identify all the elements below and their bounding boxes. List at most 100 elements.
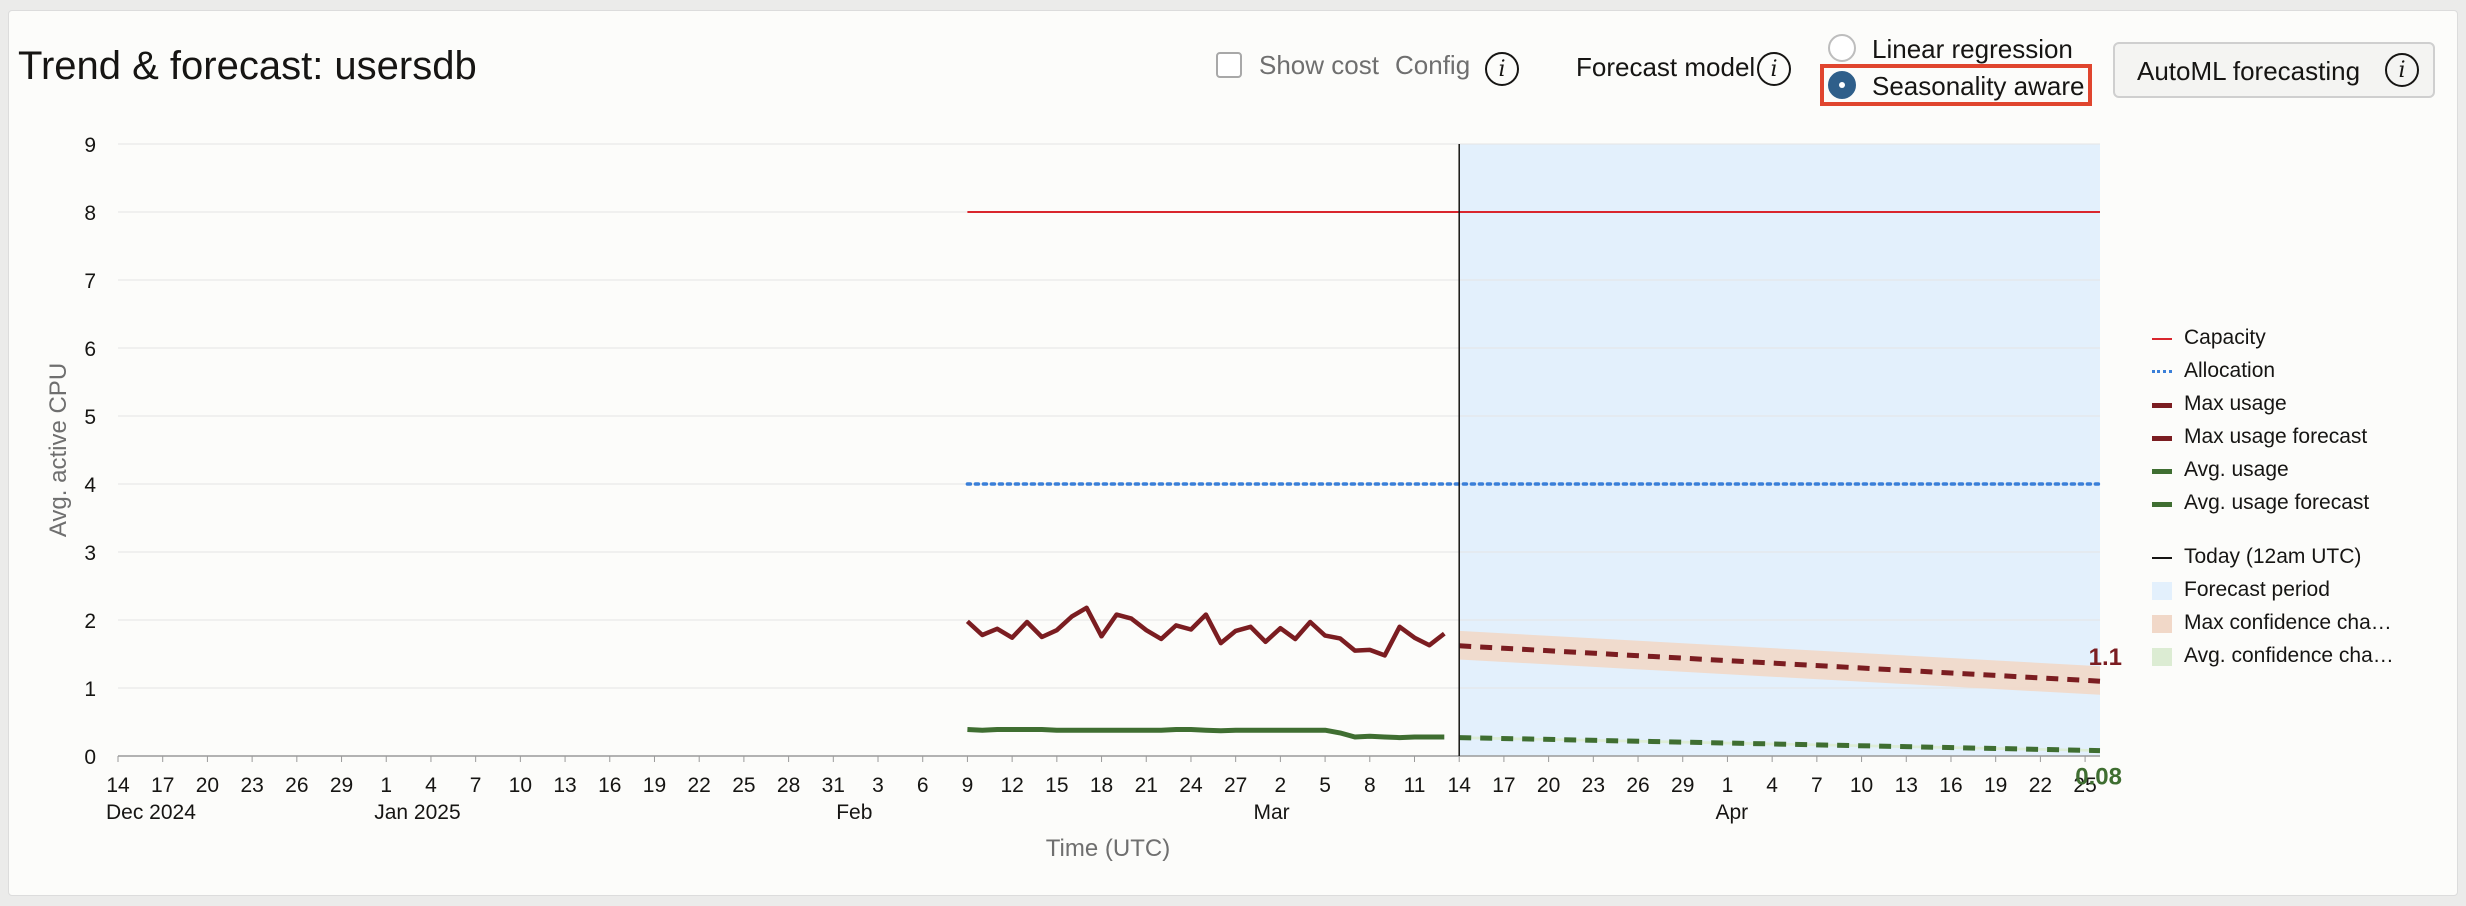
end-value-label-max-usage-forecast: 1.1: [2089, 644, 2122, 671]
legend-swatch-forecast-period: [2152, 582, 2172, 600]
x-tick-label: 7: [470, 774, 482, 797]
x-tick-label: 17: [1492, 774, 1515, 797]
automl-info-icon[interactable]: i: [2385, 53, 2419, 87]
x-tick-label: 28: [777, 774, 800, 797]
legend-label-capacity: Capacity: [2184, 326, 2266, 349]
x-tick-label: 4: [1766, 774, 1778, 797]
radio-seasonality-aware-label[interactable]: Seasonality aware: [1872, 71, 2085, 101]
y-tick-label-1: 1: [84, 678, 96, 701]
selected-model-highlight: [1820, 64, 2092, 106]
show-cost-checkbox[interactable]: [1216, 52, 1242, 78]
config-link[interactable]: Config: [1395, 50, 1471, 80]
x-tick-label: 16: [598, 774, 621, 797]
legend-label-max-confidence: Max confidence cha…: [2184, 611, 2392, 634]
x-tick-label: 24: [1179, 774, 1203, 797]
x-tick-label: 2: [1275, 774, 1287, 797]
radio-linear-regression[interactable]: [1828, 34, 1856, 62]
radio-seasonality-aware[interactable]: [1828, 71, 1856, 99]
month-label-apr: Apr: [1715, 801, 1748, 824]
legend-item-today[interactable]: Today (12am UTC): [2152, 545, 2422, 571]
x-tick-label: 15: [1045, 774, 1068, 797]
legend-swatch-avg-confidence: [2152, 648, 2172, 666]
legend-label-today: Today (12am UTC): [2184, 545, 2362, 568]
x-tick-label: 23: [1582, 774, 1605, 797]
legend-label-avg-usage: Avg. usage: [2184, 458, 2289, 481]
radio-linear-regression-label[interactable]: Linear regression: [1872, 34, 2073, 64]
x-tick-label: 12: [1000, 774, 1023, 797]
x-tick-label: 18: [1090, 774, 1113, 797]
month-label-jan-2025: Jan 2025: [374, 801, 460, 824]
x-tick-label: 26: [285, 774, 308, 797]
series-line-avg-usage-forecast: [1459, 735, 2101, 754]
series-line-max-usage-forecast: [1459, 643, 2101, 684]
y-axis-title: Avg. active CPU: [45, 363, 72, 537]
legend-label-allocation: Allocation: [2184, 359, 2276, 382]
x-tick-label: 14: [106, 774, 130, 797]
legend-swatch-max-confidence: [2152, 615, 2172, 633]
legend-item-capacity[interactable]: Capacity: [2152, 326, 2422, 352]
x-tick-label: 3: [872, 774, 884, 797]
y-tick-label-4: 4: [84, 474, 96, 497]
legend-item-forecast-period[interactable]: Forecast period: [2152, 578, 2422, 604]
x-tick-label: 25: [2073, 774, 2096, 797]
x-tick-label: 25: [732, 774, 755, 797]
month-label-mar: Mar: [1253, 801, 1289, 824]
x-tick-label: 16: [1939, 774, 1962, 797]
config-info-icon[interactable]: i: [1485, 52, 1519, 86]
x-tick-label: 17: [151, 774, 174, 797]
y-tick-label-7: 7: [84, 270, 96, 293]
x-tick-label: 19: [1984, 774, 2007, 797]
legend-item-avg-confidence[interactable]: Avg. confidence cha…: [2152, 644, 2422, 670]
legend-swatch-allocation: [2152, 370, 2172, 373]
x-tick-label: 23: [240, 774, 263, 797]
y-tick-label-2: 2: [84, 610, 96, 633]
legend-swatch-capacity: [2152, 338, 2172, 340]
legend-item-avg-usage-forecast[interactable]: Avg. usage forecast: [2152, 491, 2422, 517]
x-axis-title: Time (UTC): [1046, 835, 1170, 862]
x-tick-label: 13: [1895, 774, 1918, 797]
series-line-max-usage: [965, 605, 1446, 658]
month-label-feb: Feb: [836, 801, 872, 824]
x-tick-label: 26: [1626, 774, 1649, 797]
x-tick-label: 10: [1850, 774, 1873, 797]
x-tick-label: 20: [1537, 774, 1560, 797]
legend-label-max-usage-forecast: Max usage forecast: [2184, 425, 2368, 448]
x-tick-label: 20: [196, 774, 219, 797]
forecast-model-info-icon[interactable]: i: [1757, 52, 1791, 86]
x-tick-label: 6: [917, 774, 929, 797]
legend-label-avg-confidence: Avg. confidence cha…: [2184, 644, 2394, 667]
y-tick-label-9: 9: [84, 134, 96, 157]
x-tick-label: 11: [1404, 774, 1426, 797]
x-tick-label: 5: [1319, 774, 1331, 797]
x-tick-label: 4: [425, 774, 437, 797]
y-tick-label-6: 6: [84, 338, 96, 361]
x-tick-label: 9: [962, 774, 974, 797]
automl-forecasting-button[interactable]: AutoML forecasting i: [2113, 42, 2435, 98]
show-cost-label[interactable]: Show cost: [1259, 50, 1379, 80]
x-tick-label: 1: [380, 774, 392, 797]
legend-swatch-avg-usage-forecast: [2152, 502, 2172, 507]
legend-item-max-usage-forecast[interactable]: Max usage forecast: [2152, 425, 2422, 451]
legend-label-avg-usage-forecast: Avg. usage forecast: [2184, 491, 2370, 514]
x-tick-label: 22: [2029, 774, 2052, 797]
legend-swatch-avg-usage: [2152, 469, 2172, 474]
month-label-dec-2024: Dec 2024: [106, 801, 196, 824]
legend-item-allocation[interactable]: Allocation: [2152, 359, 2422, 385]
x-tick-label: 7: [1811, 774, 1823, 797]
forecast-model-label: Forecast model: [1576, 52, 1756, 82]
legend-item-avg-usage[interactable]: Avg. usage: [2152, 458, 2422, 484]
x-tick-label: 13: [553, 774, 576, 797]
legend-swatch-max-usage-forecast: [2152, 436, 2172, 441]
x-tick-label: 22: [688, 774, 711, 797]
legend-item-max-usage[interactable]: Max usage: [2152, 392, 2422, 418]
legend-item-max-confidence[interactable]: Max confidence cha…: [2152, 611, 2422, 637]
x-tick-label: 1: [1722, 774, 1734, 797]
y-tick-label-3: 3: [84, 542, 96, 565]
x-tick-label: 31: [822, 774, 845, 797]
legend-label-max-usage: Max usage: [2184, 392, 2287, 415]
x-tick-label: 10: [509, 774, 532, 797]
y-tick-label-0: 0: [84, 746, 96, 769]
y-tick-label-5: 5: [84, 406, 96, 429]
series-line-avg-usage: [967, 727, 1445, 741]
